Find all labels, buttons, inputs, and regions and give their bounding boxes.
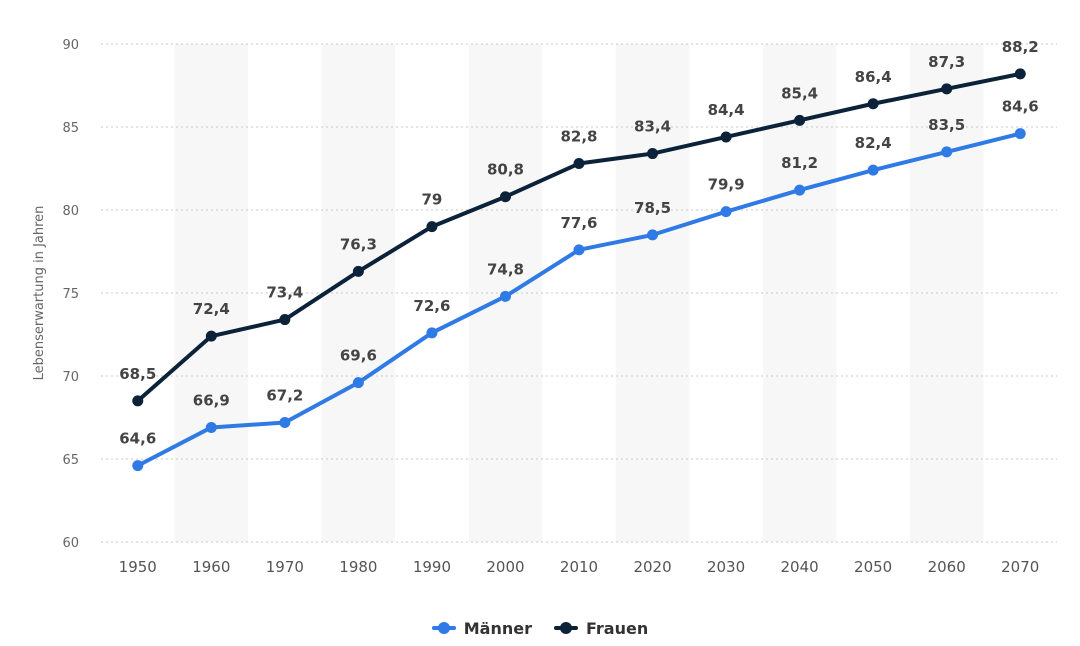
legend-label-maenner: Männer <box>463 618 532 638</box>
y-tick-label: 65 <box>62 453 79 468</box>
series-line-frauen <box>135 71 1023 403</box>
x-tick-label: 1980 <box>339 558 377 576</box>
legend-item-frauen[interactable]: Frauen <box>554 619 648 638</box>
data-label: 72,6 <box>413 297 450 315</box>
x-tick-label: 2070 <box>1001 558 1039 576</box>
x-tick-label: 1990 <box>413 558 451 576</box>
data-point <box>573 158 585 170</box>
data-point <box>867 164 879 176</box>
legend-swatch-maenner <box>431 622 456 634</box>
data-label: 85,4 <box>781 84 818 102</box>
data-label: 73,4 <box>266 284 303 302</box>
data-label: 67,2 <box>266 386 303 404</box>
data-label: 66,9 <box>193 391 230 409</box>
horizontal-gridlines <box>101 43 1057 543</box>
data-label: 77,6 <box>560 214 597 232</box>
data-point <box>499 290 511 302</box>
data-point <box>573 244 585 256</box>
legend-item-maenner[interactable]: Männer <box>431 618 532 638</box>
y-tick-label: 80 <box>62 204 79 219</box>
x-axis-ticks: 1950 1960 1970 1980 1990 2000 2010 2020 2030 2040… <box>119 558 1040 576</box>
data-label: 69,6 <box>340 347 377 365</box>
y-tick-label: 75 <box>62 287 79 302</box>
data-point <box>1014 68 1026 80</box>
data-point <box>205 421 217 433</box>
data-label: 88,2 <box>1002 38 1039 56</box>
x-tick-label: 2050 <box>854 558 892 576</box>
data-point <box>352 265 364 277</box>
data-label: 79,9 <box>708 176 745 194</box>
data-label: 84,4 <box>708 101 745 119</box>
data-label: 64,6 <box>119 430 156 448</box>
data-point <box>499 191 511 203</box>
data-point <box>794 114 806 126</box>
data-point <box>941 83 953 95</box>
legend-label-frauen: Frauen <box>586 618 649 638</box>
y-axis-ticks: 60 65 70 75 80 85 90 <box>62 38 79 551</box>
data-point <box>720 206 732 218</box>
legend-swatch-frauen <box>554 622 578 634</box>
data-labels: 64,6 66,9 67,2 69,6 72,6 74,8 77,6 78,5 79,9 81,2… <box>119 38 1038 448</box>
data-label: 72,4 <box>193 300 230 318</box>
y-tick-label: 90 <box>62 38 79 53</box>
line-chart: 60 65 70 75 80 85 90 1950 1960 1970 1980 1990 2000 2… <box>32 38 1057 576</box>
data-point <box>132 395 144 407</box>
data-point <box>205 330 217 342</box>
y-tick-label: 70 <box>62 370 79 385</box>
data-label: 74,8 <box>487 260 524 278</box>
x-tick-label: 2000 <box>486 558 524 576</box>
data-label: 68,5 <box>119 365 156 383</box>
data-label: 76,3 <box>340 235 377 253</box>
x-tick-label: 1950 <box>119 558 157 576</box>
data-point <box>132 460 144 472</box>
data-point <box>279 314 291 326</box>
data-point <box>647 148 659 160</box>
legend: Männer Frauen <box>0 616 1080 640</box>
data-point <box>720 131 732 143</box>
x-tick-label: 2020 <box>633 558 671 576</box>
data-point <box>426 327 438 339</box>
data-point <box>352 377 364 389</box>
y-axis-title: Lebenserwartung in Jahren <box>32 206 47 381</box>
data-label: 82,8 <box>560 128 597 146</box>
y-tick-label: 85 <box>62 121 79 136</box>
x-tick-label: 2030 <box>707 558 745 576</box>
x-tick-label: 2040 <box>781 558 819 576</box>
data-point <box>867 98 879 110</box>
data-point <box>941 146 953 158</box>
x-tick-label: 2060 <box>928 558 966 576</box>
x-tick-label: 2010 <box>560 558 598 576</box>
data-label: 81,2 <box>781 154 818 172</box>
data-point <box>794 184 806 196</box>
data-label: 87,3 <box>928 53 965 71</box>
data-point <box>647 229 659 241</box>
data-point <box>426 221 438 233</box>
data-point <box>279 416 291 428</box>
x-tick-label: 1960 <box>192 558 230 576</box>
data-label: 83,4 <box>634 118 671 136</box>
data-label: 83,5 <box>928 116 965 134</box>
data-point <box>1014 128 1026 140</box>
x-tick-label: 1970 <box>266 558 304 576</box>
data-label: 86,4 <box>855 68 892 86</box>
y-tick-label: 60 <box>62 536 79 551</box>
data-label: 79 <box>421 191 442 209</box>
series-points <box>132 68 1026 472</box>
data-label: 82,4 <box>855 134 892 152</box>
data-label: 84,6 <box>1002 98 1039 116</box>
data-label: 78,5 <box>634 199 671 217</box>
data-label: 80,8 <box>487 161 524 179</box>
